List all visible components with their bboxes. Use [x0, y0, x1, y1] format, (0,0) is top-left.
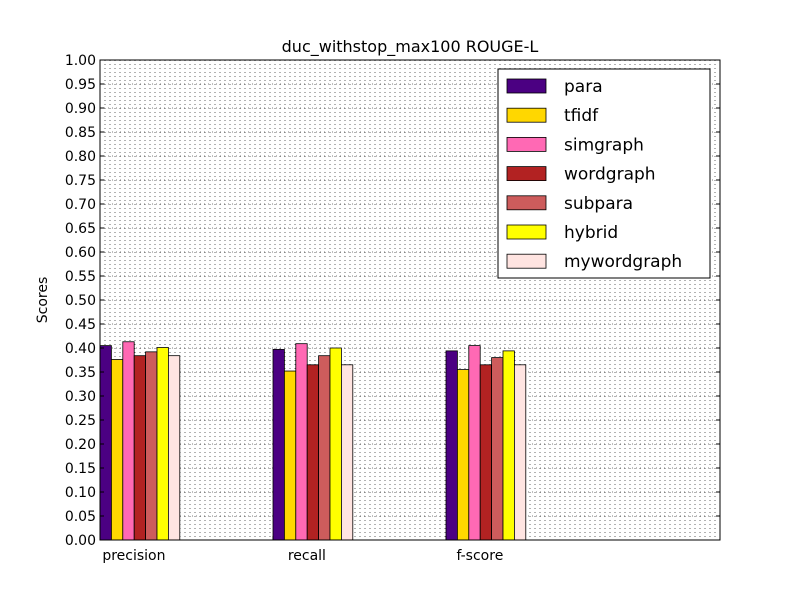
bar-tfidf-precision [111, 359, 124, 541]
y-tick-label: 0.80 [65, 149, 96, 165]
legend-label-mywordgraph: mywordgraph [564, 252, 682, 272]
x-tick-label: recall [288, 548, 326, 564]
y-tick-label: 0.95 [65, 77, 96, 93]
y-tick-label: 0.55 [65, 269, 96, 285]
bar-mywordgraph-f-score [514, 364, 527, 541]
y-tick-label: 0.40 [65, 341, 96, 357]
y-tick-label: 0.35 [65, 365, 96, 381]
y-tick-label: 0.50 [65, 293, 96, 309]
y-tick-label: 0.75 [65, 173, 96, 189]
bar-hybrid-precision [156, 347, 169, 541]
y-tick-label: 0.00 [65, 533, 96, 549]
bar-wordgraph-recall [306, 364, 320, 541]
x-axis: precision recall f-score [99, 536, 503, 564]
chart-title: duc_withstop_max100 ROUGE-L [282, 37, 539, 57]
legend-swatch-wordgraph [506, 166, 547, 182]
y-tick-label: 0.10 [65, 485, 96, 501]
legend-swatch-hybrid [506, 224, 547, 240]
legend: para tfidf simgraph wordgraph subpara hybrid m… [497, 68, 711, 279]
legend-swatch-para [506, 78, 547, 94]
legend-swatch-mywordgraph [506, 253, 547, 269]
bar-subpara-recall [318, 355, 331, 541]
legend-label-para: para [564, 77, 603, 97]
y-tick-label: 0.85 [65, 125, 96, 141]
bar-para-recall [272, 349, 285, 541]
legend-label-hybrid: hybrid [564, 223, 618, 243]
y-tick-label: 0.05 [65, 509, 96, 525]
bars [99, 341, 527, 541]
legend-swatch-subpara [506, 195, 547, 211]
bar-tfidf-f-score [456, 369, 470, 541]
y-tick-label: 0.25 [65, 413, 96, 429]
y-axis: 0.00 0.05 0.10 0.15 0.20 0.25 0.30 0.35 0.40 0.45… [65, 53, 720, 549]
legend-swatch-tfidf [506, 107, 547, 123]
bar-hybrid-f-score [502, 350, 515, 541]
bar-wordgraph-precision [133, 355, 146, 541]
legend-label-simgraph: simgraph [564, 135, 644, 155]
y-tick-label: 0.60 [65, 245, 96, 261]
bar-simgraph-recall [295, 343, 308, 541]
y-tick-label: 0.65 [65, 221, 96, 237]
bar-hybrid-recall [329, 347, 342, 541]
bar-tfidf-recall [283, 370, 297, 541]
legend-label-tfidf: tfidf [564, 106, 599, 126]
legend-swatch-simgraph [506, 136, 547, 152]
bar-para-precision [99, 345, 112, 541]
y-tick-label: 0.20 [65, 437, 96, 453]
x-tick-label: f-score [456, 548, 503, 564]
bar-wordgraph-f-score [479, 364, 493, 541]
y-tick-label: 0.70 [65, 197, 96, 213]
legend-label-wordgraph: wordgraph [564, 165, 656, 185]
bar-mywordgraph-recall [340, 364, 354, 541]
bar-para-f-score [445, 350, 458, 541]
y-axis-label: Scores [35, 277, 51, 324]
bar-subpara-f-score [491, 357, 504, 541]
y-tick-label: 0.45 [65, 317, 96, 333]
x-tick-label: precision [102, 548, 165, 564]
bar-simgraph-precision [122, 341, 135, 541]
bar-simgraph-f-score [468, 345, 481, 541]
y-tick-label: 1.00 [65, 53, 96, 69]
y-tick-label: 0.90 [65, 101, 96, 117]
y-tick-label: 0.15 [65, 461, 96, 477]
bar-mywordgraph-precision [167, 355, 181, 541]
bar-subpara-precision [145, 351, 158, 541]
legend-label-subpara: subpara [564, 194, 633, 214]
y-tick-label: 0.30 [65, 389, 96, 405]
